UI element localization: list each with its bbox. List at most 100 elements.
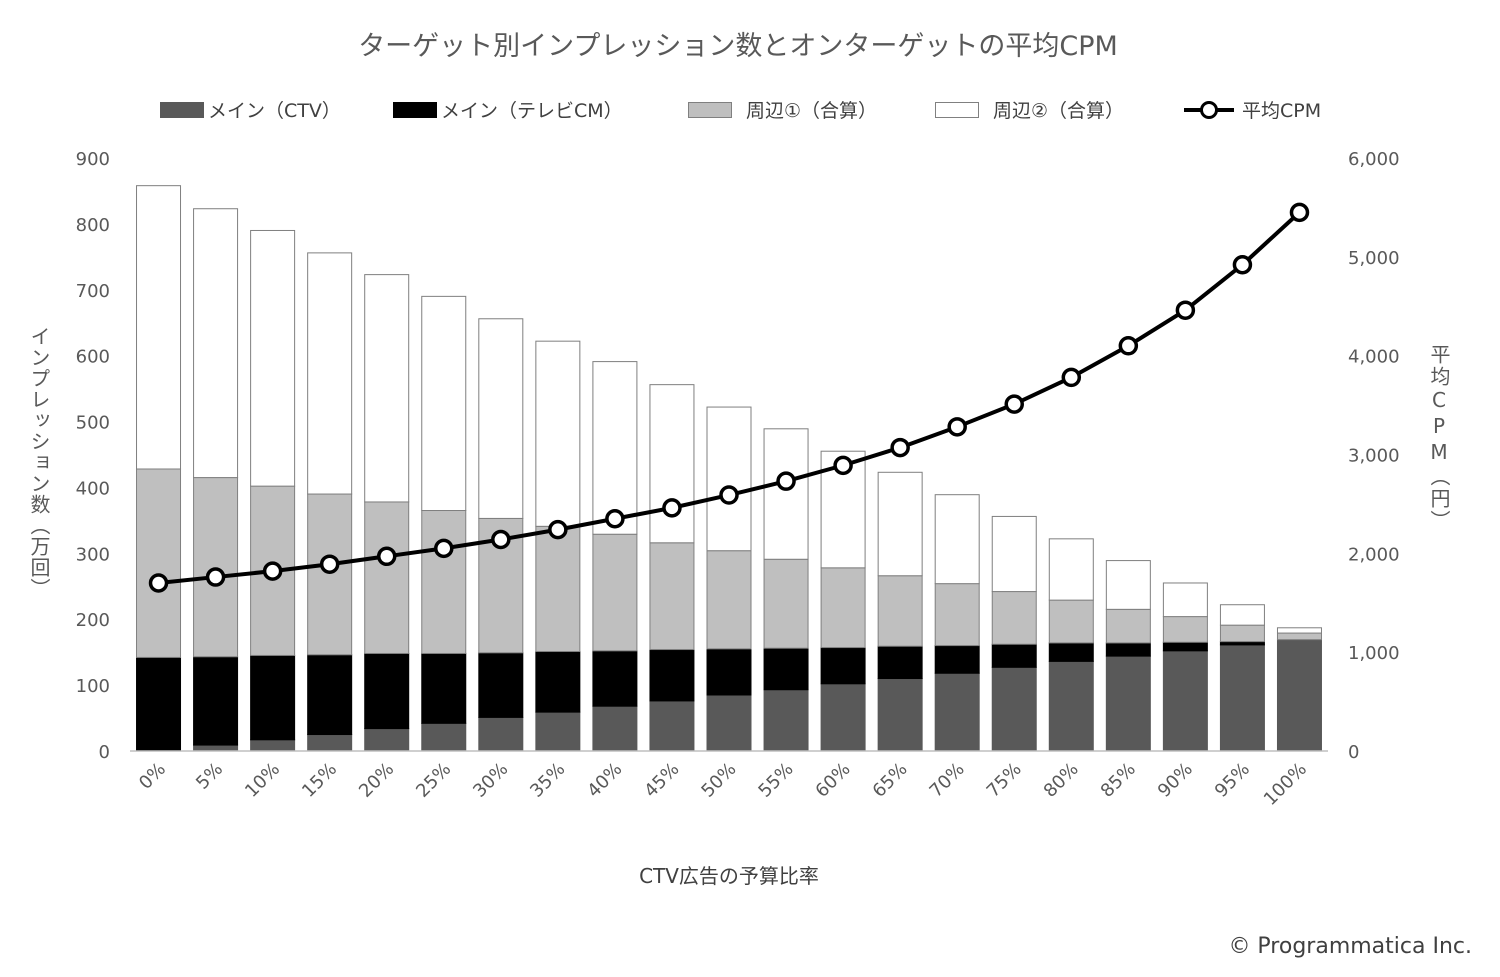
legend-item-periphery-2: 周辺②（合算） [935,96,1124,123]
bar-segment-series-1 [934,645,980,674]
cpm-point [605,508,625,529]
bar-segment-series-3 [706,406,752,552]
y-tick-label-left: 200 [76,610,110,631]
legend-label-avg-cpm: 平均CPM [1242,100,1322,122]
bar-segment-series-3 [535,340,581,527]
bar-segment-series-0 [1276,639,1322,752]
x-tick-label: 45% [640,759,683,802]
bar-segment-series-0 [820,683,866,752]
bar-segment-series-0 [193,744,239,752]
bar-segment-series-0 [478,716,524,752]
x-tick-label: 25% [412,759,455,802]
bar-segment-series-2 [1162,616,1208,643]
y2-tick-label-right: 0 [1348,742,1359,763]
legend-item-avg-cpm: 平均CPM [1184,96,1321,123]
bar-segment-series-3 [1219,604,1265,626]
bar-segment-series-1 [364,652,410,730]
x-tick-label: 90% [1154,759,1197,802]
bar-segment-series-3 [1276,627,1322,634]
cpm-point [890,437,910,458]
bar-segment-series-3 [250,229,296,487]
bar-segment-series-1 [478,652,524,718]
bar-segment-series-3 [478,318,524,519]
bar-segment-series-1 [1162,641,1208,652]
bar-segment-series-2 [1219,624,1265,643]
x-tick-label: 55% [754,759,797,802]
bar-segment-series-3 [1162,582,1208,618]
cpm-point [376,546,397,567]
x-tick-label: 15% [298,759,341,802]
x-tick-label: 0% [135,759,170,794]
y2-tick-label-right: 5,000 [1348,248,1400,269]
bar-segment-series-1 [307,654,353,736]
bar-segment-series-3 [763,428,809,560]
x-tick-label: 100% [1260,759,1311,810]
x-tick-label: 60% [811,759,854,802]
x-tick-label: 5% [192,759,227,794]
legend-label-periphery-1: 周辺①（合算） [746,100,878,122]
bar-segment-series-0 [934,672,980,752]
bar-segment-series-0 [592,705,638,752]
y-axis-label-left: インプレッション数（万回） [27,326,51,599]
cpm-point [205,567,226,587]
y2-tick-label-right: 4,000 [1348,347,1400,368]
bar-segment-series-1 [535,651,581,713]
bar-segment-series-1 [1105,642,1151,657]
y-tick-label-left: 800 [76,215,110,236]
y-tick-label-left: 600 [76,347,110,368]
bar-segment-series-0 [421,722,467,752]
bar-segment-series-3 [649,384,695,544]
bar-segment-series-2 [763,558,809,649]
y2-tick-label-right: 2,000 [1348,544,1400,565]
bar-segment-series-2 [364,501,410,654]
cpm-point [491,529,511,550]
bar-segment-series-0 [535,711,581,752]
bar-segment-series-0 [1162,650,1208,752]
bar-segment-series-0 [649,700,695,752]
y-tick-label-left: 900 [76,149,110,170]
bar-segment-series-1 [592,650,638,707]
y-tick-label-left: 0 [99,742,110,763]
bar-segment-series-1 [706,648,752,696]
legend-line-swatch-avg-cpm [1184,100,1234,120]
cpm-point [1289,202,1310,223]
bar-segment-series-3 [991,515,1037,593]
x-tick-label: 30% [469,759,512,802]
cpm-point [262,561,283,581]
bar-segment-series-3 [934,494,980,585]
bar-segment-series-0 [706,694,752,752]
cpm-point [947,417,967,437]
bar-segment-series-2 [934,583,980,647]
y-axis-label-right: 平均CPM（円） [1427,344,1451,532]
chart-title: ターゲット別インプレッション数とオンターゲットの平均CPM [358,31,1118,62]
bar-segment-series-0 [307,734,353,752]
y-tick-label-left: 100 [76,676,110,697]
x-tick-label: 65% [869,759,912,802]
x-tick-label: 75% [983,759,1026,802]
x-tick-label: 20% [355,759,398,802]
bar-segment-series-3 [193,208,239,479]
x-axis-label: CTV広告の予算比率 [639,864,819,888]
x-tick-label: 40% [583,759,626,802]
bar-segment-series-2 [820,567,866,649]
cpm-point [833,455,853,476]
x-tick-label: 80% [1040,759,1083,802]
bar-segment-series-3 [136,185,182,470]
legend-swatch-periphery-1 [688,101,732,118]
x-tick-label: 10% [241,759,284,802]
bar-segment-series-2 [307,493,353,656]
bar-segment-series-1 [649,649,695,702]
cpm-point [548,519,568,540]
cpm-point [776,471,796,491]
bar-segment-series-0 [250,739,296,752]
legend: メイン（CTV） メイン（テレビCM） 周辺①（合算） 周辺②（合算） 平均CP… [0,96,1500,126]
legend-item-main-tvcm: メイン（テレビCM） [393,96,623,123]
bar-segment-series-2 [649,542,695,651]
bar-segment-series-1 [763,647,809,691]
legend-swatch-periphery-2 [935,101,979,118]
bar-segment-series-3 [592,361,638,535]
legend-label-main-ctv: メイン（CTV） [208,100,341,122]
copyright-text: © Programmatica Inc. [1228,934,1472,959]
cpm-point [148,573,169,593]
